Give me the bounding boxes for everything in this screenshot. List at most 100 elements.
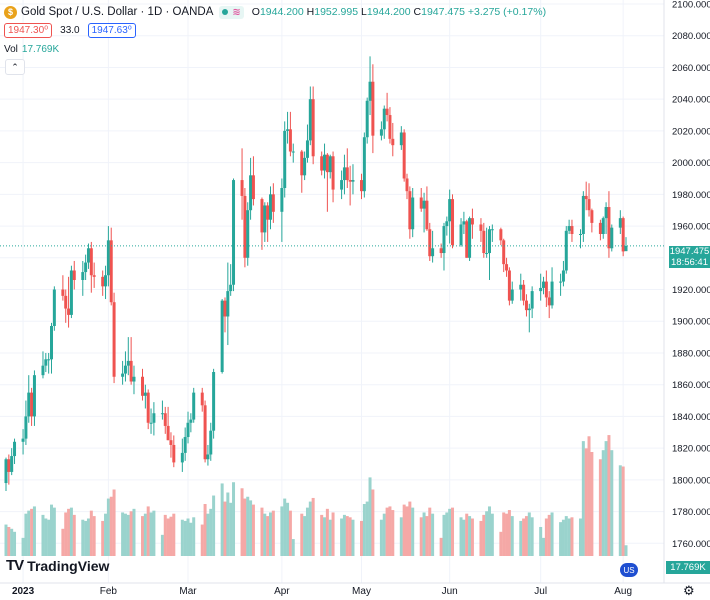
candle-body [328, 156, 332, 173]
volume-bar [268, 512, 272, 556]
volume-bar [32, 506, 36, 556]
volume-bar [280, 506, 284, 556]
candle-body [385, 108, 389, 116]
volume-bar [542, 537, 546, 556]
high-value: 1952.995 [314, 6, 359, 18]
volume-bar [323, 517, 327, 556]
market-status-badge[interactable]: ≋ [219, 5, 244, 19]
volume-bar [232, 482, 236, 556]
volume-bar [243, 498, 247, 556]
gear-icon[interactable]: ⚙ [683, 583, 695, 598]
volume-bar [348, 517, 352, 556]
candle-body [300, 151, 304, 176]
volume-bar [547, 514, 551, 556]
x-tick-label: Jul [534, 586, 547, 597]
candle-body [260, 199, 264, 233]
volume-bar [249, 500, 253, 556]
candle-body [459, 224, 463, 246]
volume-bar [462, 519, 466, 556]
volume-bar [169, 516, 173, 556]
sell-price-button[interactable]: 1947.30⁰ [4, 23, 53, 38]
volume-bar [129, 511, 133, 556]
volume-bar [487, 506, 491, 556]
candle-body [567, 226, 571, 231]
y-tick-label: 1800.000 [672, 475, 710, 486]
candle-body [121, 373, 125, 377]
x-tick-label: Aug [614, 586, 632, 597]
candle-body [470, 218, 474, 225]
candle-body [607, 207, 611, 249]
candle-body [371, 81, 375, 136]
tradingview-logo[interactable]: TV TradingView [6, 557, 109, 574]
candle-body [69, 270, 73, 315]
bid-ask-row: 1947.30⁰ 33.0 1947.63⁰ [4, 23, 136, 38]
volume-bar [360, 520, 364, 556]
candle-body [27, 392, 31, 417]
symbol-title[interactable]: Gold Spot / U.S. Dollar · 1D · OANDA [21, 6, 214, 18]
candle-body [522, 284, 526, 301]
volume-bar [251, 504, 255, 556]
volume-bar [325, 508, 329, 556]
candle-body [345, 167, 349, 181]
volume-bar [291, 539, 295, 556]
volume-bar [84, 520, 88, 556]
time-axis[interactable]: 2023 Feb Mar Apr May Jun Jul Aug [12, 586, 632, 597]
candle-body [251, 175, 255, 200]
candle-body [132, 376, 136, 382]
candle-body [305, 140, 309, 158]
volume-bar [206, 513, 210, 556]
candle-body [578, 234, 582, 235]
candle-body [564, 230, 568, 271]
us-flag-icon[interactable]: US [620, 563, 638, 577]
candle-body [379, 129, 383, 136]
y-tick-label: 1900.000 [672, 317, 710, 328]
candle-body [13, 441, 17, 457]
high-label: H [306, 6, 315, 18]
candle-body [402, 132, 406, 179]
candle-body [160, 413, 164, 415]
candle-body [507, 270, 511, 301]
x-tick-label: Apr [274, 586, 290, 597]
price-axis[interactable]: 1760.000 1780.000 1800.000 1820.000 1840.000… [672, 0, 710, 550]
volume-bar [479, 520, 483, 556]
candle-body [61, 289, 65, 296]
volume-bar [419, 517, 423, 556]
volume-bar [146, 506, 150, 556]
volume-bar [300, 513, 304, 556]
candle-body [487, 229, 491, 254]
candle-body [411, 197, 415, 230]
collapse-legend-button[interactable]: ⌃ [5, 59, 25, 75]
candle-body [382, 108, 386, 130]
volume-bar [581, 441, 585, 556]
candle-body [462, 221, 466, 225]
volume-bar [10, 528, 14, 556]
candle-body [89, 248, 93, 276]
volume-bar [402, 504, 406, 556]
candle-body [601, 218, 605, 234]
candle-body [146, 392, 150, 423]
buy-price-button[interactable]: 1947.63⁰ [87, 23, 136, 38]
bar-countdown: 18:56:41 [671, 257, 708, 268]
volume-bar [578, 518, 582, 556]
candle-body [183, 437, 187, 453]
x-tick-label: Jun [442, 586, 458, 597]
candle-body [129, 360, 133, 382]
volume-bar [482, 514, 486, 556]
open-label: O [251, 6, 260, 18]
volume-bar [527, 512, 531, 556]
candle-body [180, 452, 184, 463]
candle-body [482, 230, 486, 254]
volume-bar [362, 504, 366, 556]
volume-bar [163, 514, 167, 556]
y-tick-label: 1780.000 [672, 507, 710, 518]
volume-bar [86, 518, 90, 556]
volume-bar [69, 507, 73, 556]
candle-body [104, 275, 108, 287]
candle-body [510, 289, 514, 301]
volume-bar [47, 519, 51, 556]
volume-bar [405, 506, 409, 556]
candle-body [44, 359, 48, 366]
volume-bar [604, 441, 608, 556]
candle-body [431, 248, 435, 257]
